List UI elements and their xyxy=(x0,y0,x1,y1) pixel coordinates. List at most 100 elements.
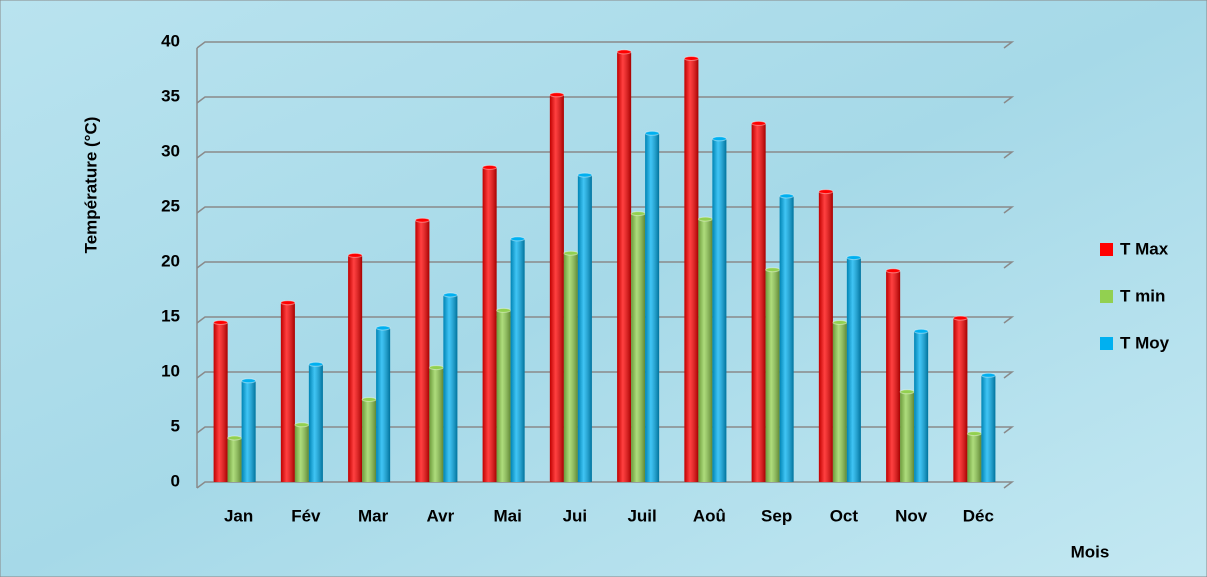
y-tick-label: 30 xyxy=(161,141,180,160)
x-tick-label: Déc xyxy=(963,506,994,525)
bar-shade xyxy=(280,302,295,482)
bar-cap xyxy=(832,320,848,325)
bar-shade xyxy=(510,238,525,482)
bar-cap xyxy=(361,397,377,402)
bar-cap xyxy=(482,164,498,170)
bar-shade xyxy=(563,253,578,482)
legend-label: T Moy xyxy=(1120,333,1170,352)
bar-shade xyxy=(213,322,228,482)
bar-cap xyxy=(818,189,834,195)
legend-swatch xyxy=(1100,337,1113,350)
y-tick-label: 10 xyxy=(161,361,180,380)
x-tick-label: Sep xyxy=(761,506,792,525)
bar-cap xyxy=(294,422,310,428)
y-axis-label: Température (°C) xyxy=(81,117,100,254)
grid-line xyxy=(196,426,1015,434)
bar-cap xyxy=(563,250,579,256)
x-tick-label: Aoû xyxy=(693,506,726,525)
bar-cap xyxy=(885,268,901,274)
bar-cap xyxy=(899,389,915,395)
y-tick-label: 40 xyxy=(161,31,180,50)
bar-cap xyxy=(644,130,660,136)
bar-cap xyxy=(697,216,713,222)
grid-line xyxy=(196,371,1015,379)
x-tick-label: Fév xyxy=(291,506,321,525)
bar-cap xyxy=(913,328,929,334)
x-tick-label: Mai xyxy=(493,506,521,525)
bar-shade xyxy=(294,424,309,482)
bar-cap xyxy=(980,372,996,378)
bar-cap xyxy=(630,211,646,217)
legend-swatch xyxy=(1100,290,1113,303)
grid-line xyxy=(196,151,1015,159)
bar-cap xyxy=(227,435,243,441)
x-tick-label: Jan xyxy=(224,506,253,525)
bar-cap xyxy=(765,267,781,273)
bar-shade xyxy=(818,191,833,482)
x-tick-label: Avr xyxy=(427,506,455,525)
bar-shade xyxy=(765,269,780,482)
bar-cap xyxy=(846,255,862,261)
bar-cap xyxy=(241,378,257,384)
bar-shade xyxy=(308,364,323,482)
bar-cap xyxy=(683,56,699,61)
bar-shade xyxy=(698,219,713,482)
x-tick-label: Mar xyxy=(358,506,389,525)
bar-cap xyxy=(751,120,767,126)
bar-cap xyxy=(952,315,968,321)
bar-cap xyxy=(414,217,430,223)
bar-shade xyxy=(549,94,564,483)
grid-line xyxy=(196,41,1015,49)
y-tick-label: 15 xyxy=(161,306,180,325)
y-tick-label: 35 xyxy=(161,86,180,105)
bar-shade xyxy=(981,375,996,482)
y-tick-label: 20 xyxy=(161,251,180,270)
bar-shade xyxy=(832,322,847,482)
legend-label: T min xyxy=(1120,286,1165,305)
bar-cap xyxy=(213,320,229,325)
bar-shade xyxy=(779,196,794,482)
bar-cap xyxy=(280,300,296,306)
bar-shade xyxy=(953,318,968,482)
bar-shade xyxy=(227,438,242,482)
bar-cap xyxy=(549,92,565,98)
x-tick-label: Nov xyxy=(895,506,928,525)
x-tick-label: Jui xyxy=(563,506,588,525)
bar-cap xyxy=(442,292,458,298)
y-tick-label: 25 xyxy=(161,196,180,215)
bar-shade xyxy=(429,367,444,482)
bar-cap xyxy=(711,136,727,142)
bar-shade xyxy=(645,133,660,483)
bar-shade xyxy=(577,175,592,482)
bar-shade xyxy=(617,51,632,483)
bar-cap xyxy=(966,431,982,437)
bar-shade xyxy=(751,123,766,483)
bar-shade xyxy=(846,257,861,482)
grid-line xyxy=(196,481,1015,489)
bar-cap xyxy=(616,49,632,55)
grid-line xyxy=(196,206,1015,214)
bar-shade xyxy=(496,310,511,482)
bar-cap xyxy=(510,236,526,242)
grid-line xyxy=(196,96,1015,104)
bar-cap xyxy=(577,172,593,178)
bar-cap xyxy=(779,193,795,199)
bar-shade xyxy=(482,167,497,482)
bar-shade xyxy=(376,328,391,482)
bar-shade xyxy=(900,391,915,482)
bar-shade xyxy=(967,433,982,482)
bar-shade xyxy=(362,399,377,482)
bar-cap xyxy=(428,365,444,371)
bar-cap xyxy=(496,307,512,313)
bar-shade xyxy=(712,138,727,483)
x-axis-label: Mois xyxy=(1071,542,1110,561)
bar-shade xyxy=(348,255,363,482)
x-tick-label: Oct xyxy=(830,506,859,525)
bar-shade xyxy=(443,295,458,482)
bar-cap xyxy=(375,325,391,331)
bar-shade xyxy=(914,331,929,482)
bar-cap xyxy=(347,252,363,258)
bar-shade xyxy=(631,213,646,482)
